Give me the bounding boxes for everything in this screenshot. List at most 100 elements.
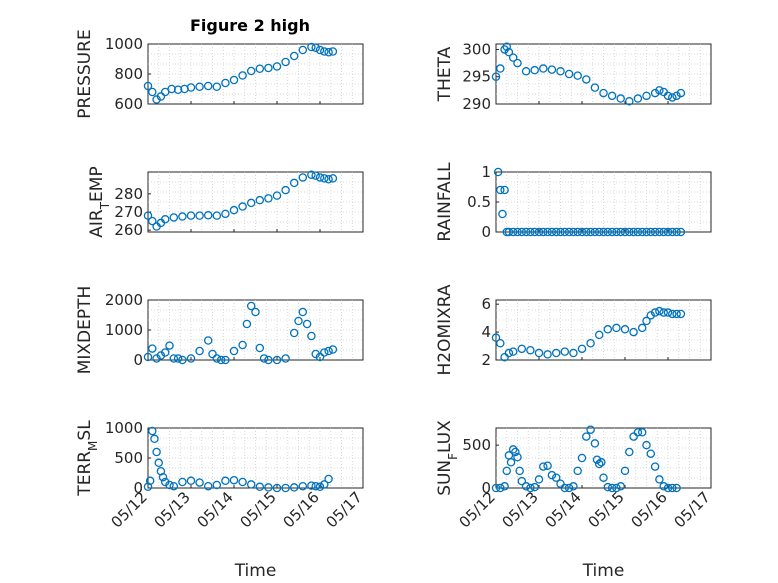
- data-point: [650, 88, 660, 98]
- data-point: [195, 82, 204, 92]
- subplot-h2omixra: 2 4 6 H2OMIXRA: [435, 284, 712, 376]
- data-point: [281, 354, 290, 363]
- data-point: [145, 476, 155, 486]
- data-point: [502, 466, 511, 476]
- data-point: [607, 91, 617, 101]
- markers-theta: [491, 42, 686, 106]
- data-point: [186, 354, 196, 363]
- data-point: [663, 483, 673, 493]
- data-point: [491, 72, 501, 81]
- data-point: [246, 198, 256, 208]
- data-point: [311, 43, 320, 53]
- data-point: [637, 227, 647, 237]
- y-axis-label: PRESSURE: [75, 29, 95, 118]
- subplot-rainfall: 0 0.5 1 RAINFALL: [435, 162, 712, 242]
- y-tick-label: 600: [114, 95, 143, 113]
- data-point: [212, 480, 222, 490]
- data-point: [564, 227, 574, 237]
- data-point: [178, 477, 187, 487]
- data-point: [672, 227, 681, 237]
- data-point: [594, 227, 604, 237]
- y-tick-label: 260: [114, 221, 143, 239]
- data-point: [672, 91, 681, 101]
- x-axis-label: Time: [582, 561, 625, 581]
- data-point: [246, 301, 256, 311]
- data-point: [289, 178, 299, 188]
- data-point: [154, 458, 163, 468]
- data-point: [590, 439, 600, 448]
- y-tick-label: 0: [133, 479, 143, 497]
- data-point: [534, 227, 544, 237]
- data-point: [577, 227, 587, 237]
- y-tick-label: 500: [462, 436, 491, 454]
- data-point: [221, 209, 230, 219]
- data-point: [582, 75, 591, 84]
- data-point: [307, 481, 316, 490]
- data-point: [655, 227, 664, 237]
- y-axis-label: THETA: [435, 46, 455, 102]
- y-tick-label: 800: [114, 65, 143, 83]
- data-point: [493, 167, 503, 177]
- data-point: [281, 57, 290, 67]
- y-tick-label: 0: [481, 223, 491, 241]
- data-point: [500, 482, 509, 491]
- data-point: [315, 352, 325, 362]
- data-point: [659, 308, 668, 317]
- data-point: [616, 94, 625, 103]
- data-point: [324, 175, 333, 184]
- data-point: [158, 472, 168, 482]
- data-point: [320, 480, 329, 489]
- data-point: [517, 476, 527, 486]
- data-point: [298, 307, 308, 317]
- y-tick-label: 4: [481, 323, 491, 341]
- data-point: [560, 347, 570, 356]
- data-point: [582, 432, 591, 441]
- data-point: [629, 327, 638, 337]
- data-point: [551, 348, 561, 358]
- data-point: [551, 227, 561, 237]
- data-point: [625, 447, 634, 457]
- data-point: [637, 428, 647, 437]
- data-point: [496, 339, 505, 348]
- markers-rainfall: [493, 167, 686, 237]
- data-point: [491, 483, 501, 493]
- data-point: [539, 227, 548, 237]
- data-point: [603, 325, 613, 334]
- data-point: [302, 319, 312, 329]
- data-point: [629, 432, 638, 441]
- data-point: [599, 227, 608, 237]
- data-point: [246, 66, 256, 76]
- data-point: [272, 191, 282, 200]
- data-point: [328, 345, 338, 354]
- data-point: [543, 350, 552, 359]
- subplot-mixdepth: 0 1000 2000 MIXDEPTH: [75, 286, 364, 374]
- data-point: [178, 212, 187, 221]
- data-point: [216, 355, 226, 365]
- data-point: [676, 88, 686, 98]
- data-point: [594, 330, 604, 340]
- data-point: [255, 482, 265, 492]
- data-point: [526, 227, 535, 237]
- data-point: [547, 65, 557, 74]
- data-point: [255, 64, 265, 74]
- y-tick-label: 290: [462, 95, 491, 113]
- data-point: [169, 213, 179, 222]
- data-point: [264, 355, 273, 365]
- data-point: [294, 316, 303, 326]
- y-axis-label: H2OMIXRA: [435, 284, 455, 375]
- data-point: [167, 84, 176, 94]
- data-point: [298, 173, 308, 182]
- data-point: [160, 215, 170, 224]
- data-point: [547, 470, 557, 480]
- y-tick-label: 500: [114, 449, 143, 467]
- data-point: [221, 476, 230, 486]
- data-point: [511, 447, 520, 457]
- data-point: [655, 306, 664, 316]
- data-point: [160, 348, 170, 357]
- data-point: [255, 343, 265, 353]
- data-point: [508, 445, 518, 454]
- data-point: [186, 211, 196, 220]
- data-point: [496, 64, 505, 73]
- data-point: [212, 211, 222, 220]
